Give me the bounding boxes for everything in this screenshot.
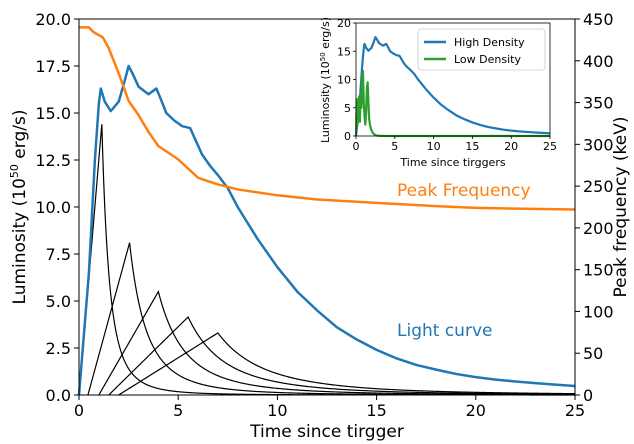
- y-tick-label: 2.5: [46, 339, 71, 358]
- legend-label-high-density: High Density: [454, 36, 525, 49]
- inset-legend: High Density Low Density: [417, 28, 546, 71]
- light-curve-line: [77, 64, 576, 396]
- inset-x-tick-label: 5: [391, 140, 398, 153]
- main-right-y-axis-label: Peak frequency (keV): [611, 116, 631, 297]
- x-tick-label: 15: [366, 401, 386, 420]
- inset-series-lines: [354, 36, 551, 138]
- annotation-light-curve: Light curve: [397, 321, 492, 341]
- inset-x-tick-label: 0: [353, 140, 360, 153]
- main-x-ticks: 0 5 10 15 20 25: [74, 395, 585, 420]
- inset-y-tick-label: 20: [337, 17, 351, 30]
- right-y-tick-label: 350: [583, 94, 614, 113]
- inset-y-axis-label: Luminosity (1050 erg/s): [319, 17, 332, 143]
- legend-label-low-density: Low Density: [454, 53, 521, 66]
- main-y-ticks: 0.0 2.5 5.0 7.5 10.0 12.5 15.0 17.5 20.0: [35, 10, 79, 405]
- y-tick-label: 10.0: [35, 198, 71, 217]
- right-y-tick-label: 200: [583, 219, 614, 238]
- inset-y-tick-label: 15: [337, 45, 351, 58]
- inset-x-tick-label: 25: [543, 140, 557, 153]
- annotation-peak-frequency: Peak Frequency: [397, 181, 531, 201]
- inset-x-tick-label: 10: [427, 140, 441, 153]
- right-y-tick-label: 0: [583, 386, 593, 405]
- x-tick-label: 10: [267, 401, 287, 420]
- main-right-y-ticks: 0 50 100 150 200 250 300 350 400 450: [575, 10, 614, 405]
- peak-frequency-line: [79, 26, 576, 211]
- inset-high-density-line: [354, 36, 551, 137]
- right-y-tick-label: 250: [583, 177, 614, 196]
- inset-y-tick-label: 10: [337, 74, 351, 87]
- inset-x-tick-label: 15: [465, 140, 479, 153]
- pulse-curve-4: [108, 315, 576, 396]
- y-tick-label: 12.5: [35, 151, 71, 170]
- main-y-axis-label: Luminosity (1050 erg/s): [8, 110, 30, 305]
- y-tick-label: 7.5: [46, 245, 71, 264]
- y-tick-label: 15.0: [35, 104, 71, 123]
- pulse-curve-2: [87, 242, 575, 396]
- y-tick-label: 20.0: [35, 10, 71, 29]
- main-x-axis-label: Time since tirgger: [249, 422, 404, 442]
- y-tick-label: 0.0: [46, 386, 71, 405]
- right-y-tick-label: 150: [583, 261, 614, 280]
- pulse-curve-3: [98, 290, 576, 396]
- inset-x-ticks: 0 5 10 15 20 25: [353, 136, 557, 153]
- inset-y-tick-label: 0: [344, 130, 351, 143]
- y-tick-label: 17.5: [35, 57, 71, 76]
- right-y-tick-label: 50: [583, 344, 603, 363]
- x-tick-label: 25: [565, 401, 585, 420]
- inset-y-ticks: 0 5 10 15 20: [337, 17, 356, 143]
- pulse-curve-5: [118, 332, 576, 396]
- inset-y-tick-label: 5: [344, 102, 351, 115]
- right-y-tick-label: 300: [583, 135, 614, 154]
- inset-low-density-line: [354, 69, 550, 138]
- x-tick-label: 0: [74, 401, 84, 420]
- right-y-tick-label: 400: [583, 52, 614, 71]
- x-tick-label: 20: [466, 401, 486, 420]
- main-plot: 0 5 10 15 20 25 0.0 2.5 5.0 7.5 10.0 12.5 15.0 17.5 2…: [8, 10, 631, 442]
- y-tick-label: 5.0: [46, 292, 71, 311]
- main-series-lines: [77, 26, 576, 396]
- legend-box: [417, 28, 546, 71]
- right-y-tick-label: 100: [583, 302, 614, 321]
- right-y-tick-label: 450: [583, 10, 614, 29]
- x-tick-label: 5: [173, 401, 183, 420]
- inset-x-tick-label: 20: [504, 140, 518, 153]
- inset-x-axis-label: Time since tirggers: [399, 156, 505, 169]
